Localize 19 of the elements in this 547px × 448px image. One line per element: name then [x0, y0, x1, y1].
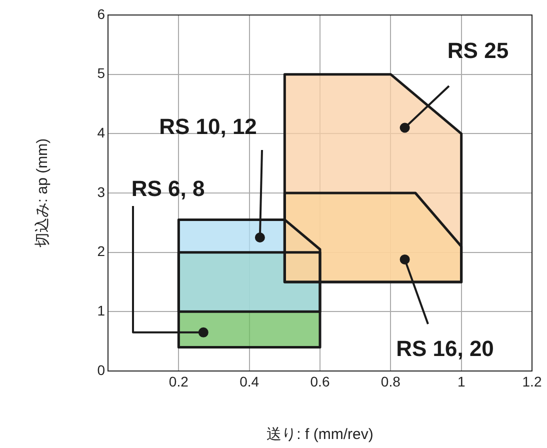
y-tick-label: 1: [97, 302, 106, 319]
y-tick-label: 0: [97, 362, 106, 378]
y-axis-title: 切込み: ap (mm): [34, 138, 52, 248]
y-tick-label: 3: [97, 184, 106, 200]
y-tick-label: 2: [97, 243, 106, 260]
x-tick-label: 0.2: [168, 373, 189, 390]
x-tick-label: 1: [457, 373, 466, 390]
y-tick-label: 5: [97, 65, 106, 82]
y-tick-label: 6: [97, 6, 106, 22]
x-tick-label: 0.8: [380, 373, 401, 390]
x-tick-label: 1.2: [522, 373, 542, 390]
annotation: RS 6, 8: [131, 176, 205, 202]
x-tick-label: 0.6: [310, 373, 330, 390]
x-axis-title: 送り: f (mm/rev): [266, 426, 374, 444]
annotation: RS 25: [447, 38, 509, 64]
annotation: RS 16, 20: [396, 336, 494, 362]
x-tick-label: 0.4: [240, 373, 260, 390]
y-tick-label: 4: [97, 124, 106, 141]
annotation: RS 10, 12: [159, 114, 257, 140]
